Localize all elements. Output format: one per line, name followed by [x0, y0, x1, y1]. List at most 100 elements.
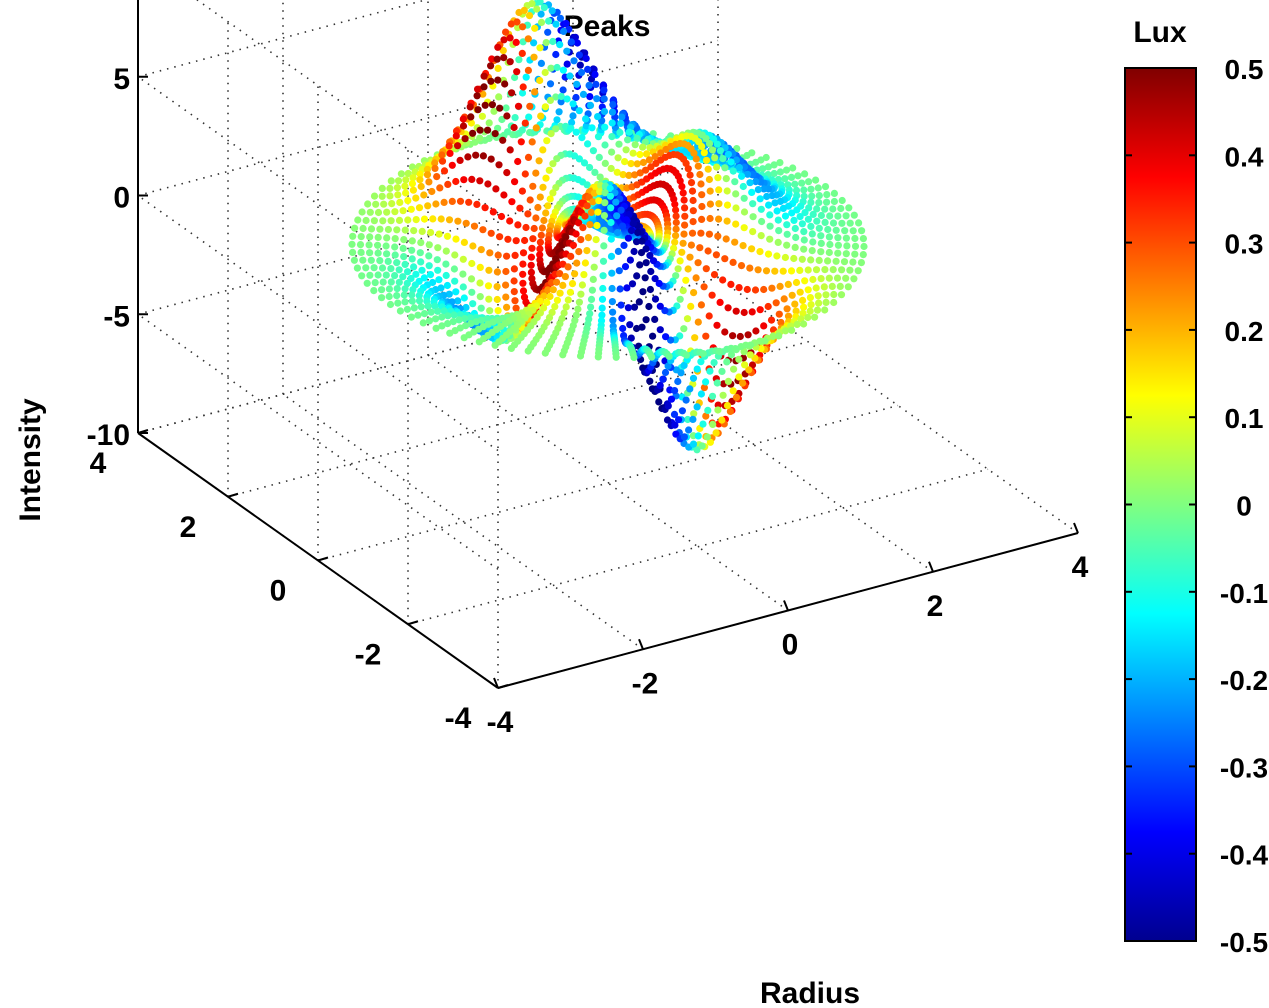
surface-point [749, 200, 757, 208]
surface-point [588, 286, 597, 294]
surface-point [511, 251, 519, 259]
surface-point [477, 246, 485, 254]
surface-point [581, 212, 589, 220]
surface-point [386, 184, 394, 192]
surface-point [440, 167, 449, 175]
surface-point [842, 274, 850, 282]
surface-point [627, 334, 635, 342]
surface-point [442, 271, 450, 280]
surface-point [378, 264, 387, 272]
surface-point [801, 170, 809, 178]
surface-point [675, 416, 683, 424]
surface-point [573, 39, 582, 47]
surface-point [462, 303, 470, 312]
surface-point [601, 199, 609, 207]
surface-point [521, 170, 529, 178]
surface-point [838, 219, 846, 227]
surface-point [530, 53, 538, 61]
surface-point [425, 262, 433, 270]
surface-point [608, 284, 616, 293]
y-tick-label: 2 [180, 511, 197, 544]
surface-point [452, 288, 460, 296]
surface-point [834, 212, 842, 220]
surface-point [419, 319, 427, 327]
surface-point [647, 163, 655, 171]
surface-point [609, 101, 617, 109]
surface-point [544, 28, 552, 36]
surface-point [740, 208, 749, 216]
surface-point [789, 164, 797, 172]
surface-point [479, 226, 487, 234]
surface-point [420, 191, 428, 199]
surface-point [417, 182, 425, 191]
surface-point [512, 38, 520, 47]
surface-point [849, 258, 857, 266]
surface-point [826, 212, 834, 220]
surface-point [670, 410, 679, 418]
surface-point [473, 200, 481, 208]
surface-point [570, 57, 578, 65]
surface-point [594, 353, 602, 361]
surface-point [723, 201, 732, 209]
surface-point [434, 266, 442, 274]
surface-point [460, 238, 468, 246]
surface-point [399, 244, 407, 252]
surface-point [646, 377, 654, 385]
surface-point [842, 234, 851, 242]
surface-point [522, 73, 530, 81]
surface-point [499, 47, 507, 55]
surface-point [420, 215, 429, 223]
surface-point [690, 149, 698, 157]
surface-point [739, 379, 747, 387]
surface-point [817, 248, 825, 256]
surface-point [809, 238, 817, 246]
surface-point [567, 252, 575, 260]
surface-point [804, 215, 813, 223]
surface-point [544, 202, 552, 210]
surface-point [363, 279, 371, 287]
surface-point [854, 267, 862, 275]
surface-point [539, 146, 547, 154]
surface-point [425, 252, 433, 260]
surface-point [500, 54, 508, 62]
surface-point [412, 194, 420, 202]
surface-point [683, 315, 692, 323]
surface-point [699, 420, 707, 428]
surface-point [487, 77, 495, 85]
surface-point [552, 184, 560, 192]
surface-point [581, 259, 590, 267]
surface-point [379, 217, 387, 225]
surface-point [624, 234, 633, 242]
surface-point [758, 217, 766, 226]
surface-point [804, 266, 812, 274]
surface-point [601, 189, 609, 197]
surface-point [493, 55, 501, 63]
surface-point [468, 259, 476, 268]
surface-point [537, 59, 546, 67]
surface-point [370, 264, 378, 272]
surface-point [788, 209, 796, 217]
x-tick-mark [1073, 522, 1079, 534]
surface-point [502, 267, 510, 276]
surface-point [511, 114, 519, 122]
surface-point [723, 187, 731, 195]
surface-point [391, 243, 399, 251]
surface-point [412, 216, 420, 224]
surface-point [754, 266, 762, 274]
surface-point [594, 208, 602, 216]
surface-point [358, 208, 366, 216]
surface-point [781, 253, 790, 262]
surface-point [533, 5, 541, 13]
surface-point [618, 113, 626, 121]
surface-point [748, 308, 756, 316]
surface-point [791, 180, 799, 188]
surface-point [822, 298, 830, 306]
surface-point [519, 23, 527, 31]
colorbar-gradient [1124, 67, 1197, 942]
surface-point [359, 224, 367, 233]
surface-point [404, 216, 412, 224]
grid-floor-y [407, 468, 989, 626]
surface-point [690, 410, 698, 418]
surface-point [414, 311, 422, 319]
